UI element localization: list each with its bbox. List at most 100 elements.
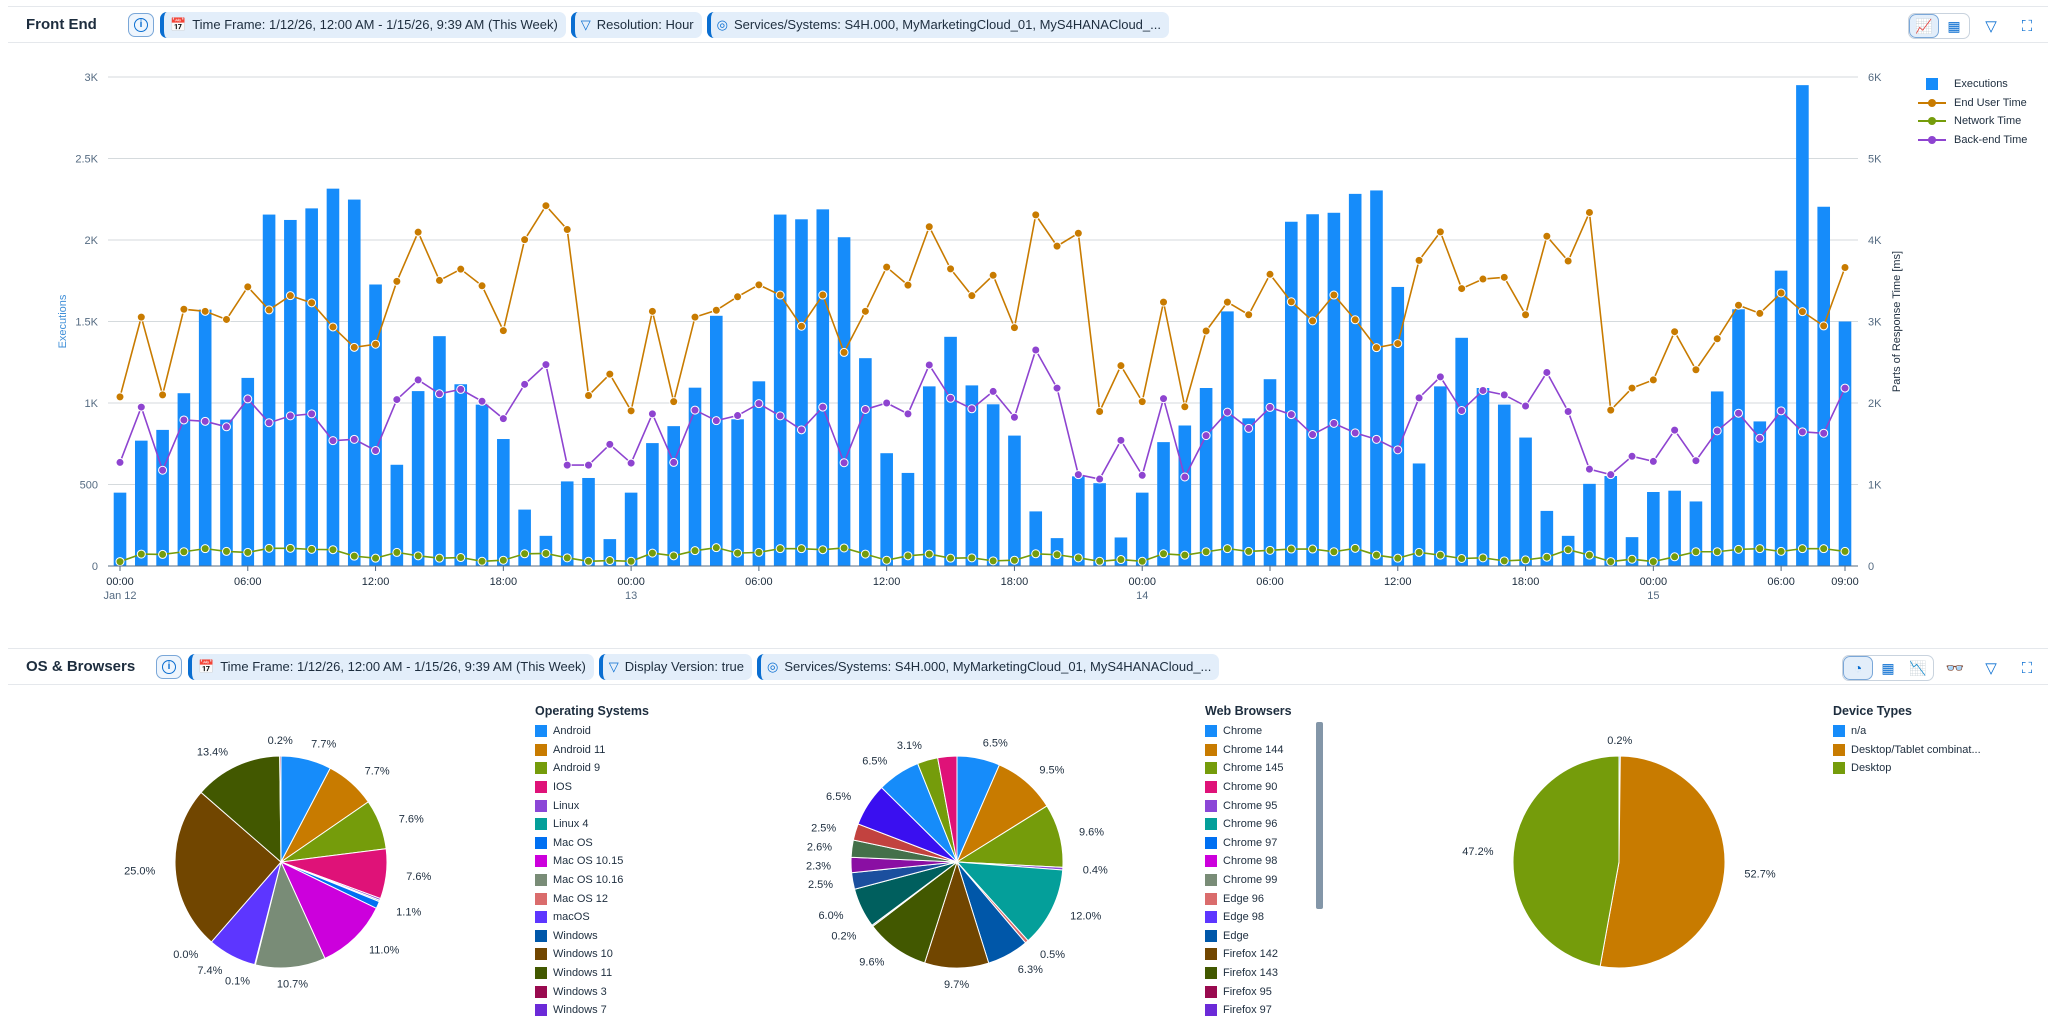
legend-item[interactable]: Back-end Time — [1918, 131, 2027, 150]
legend-item[interactable]: macOS — [535, 908, 649, 927]
pie-data-label: 7.6% — [399, 814, 424, 826]
legend-item[interactable]: Chrome 145 — [1205, 759, 1292, 778]
fullscreen-button[interactable]: ⛶ — [2012, 656, 2042, 680]
pie-data-label: 0.5% — [1040, 949, 1065, 961]
legend-item[interactable]: Desktop/Tablet combinat... — [1833, 741, 1981, 760]
point-end-user-time — [1797, 307, 1807, 317]
point-back-end-time — [1350, 428, 1360, 438]
legend-item[interactable]: Chrome 95 — [1205, 796, 1292, 815]
legend-title: Device Types — [1833, 704, 1912, 718]
point-network-time — [498, 555, 508, 565]
legend-item[interactable]: Windows — [535, 927, 649, 946]
filter-token-display-version[interactable]: ▽ Display Version: true — [598, 653, 753, 680]
legend-item[interactable]: Firefox 142 — [1205, 945, 1292, 964]
filter-token-timeframe[interactable]: 📅 Time Frame: 1/12/26, 12:00 AM - 1/15/26… — [188, 653, 594, 680]
legend-item[interactable]: Mac OS 12 — [535, 889, 649, 908]
legend-item[interactable]: Network Time — [1918, 112, 2027, 131]
y-tick-label: 500 — [80, 480, 98, 492]
legend-item[interactable]: Mac OS 10.16 — [535, 871, 649, 890]
legend-item[interactable]: Mac OS 10.15 — [535, 852, 649, 871]
legend-item[interactable]: Chrome 98 — [1205, 852, 1292, 871]
legend-item[interactable]: Linux — [535, 796, 649, 815]
filter-token-services[interactable]: ◎ Services/Systems: S4H.000, MyMarketingC… — [757, 653, 1220, 680]
legend-item[interactable]: Windows 7 — [535, 1001, 649, 1020]
point-end-user-time — [818, 290, 828, 300]
legend-item[interactable]: Android 11 — [535, 741, 649, 760]
pie-view-button[interactable]: ◔ — [1843, 656, 1873, 680]
legend-item[interactable]: Firefox 143 — [1205, 964, 1292, 983]
point-end-user-time — [1201, 326, 1211, 336]
glasses-button[interactable]: 👓 — [1940, 656, 1970, 680]
legend-item[interactable]: Android — [535, 722, 649, 741]
y-tick-label: 2K — [85, 235, 99, 247]
legend-label: Chrome 97 — [1223, 836, 1278, 849]
pie-slice — [937, 755, 958, 863]
point-back-end-time — [1265, 402, 1275, 412]
legend-label: End User Time — [1954, 96, 2027, 109]
legend-item[interactable]: Linux 4 — [535, 815, 649, 834]
legend-item[interactable]: Windows 3 — [535, 982, 649, 1001]
legend-item[interactable]: Chrome 99 — [1205, 871, 1292, 890]
legend-item[interactable]: n/a — [1833, 722, 1981, 741]
legend-item[interactable]: Firefox 97 — [1205, 1001, 1292, 1020]
point-network-time — [690, 546, 700, 556]
point-back-end-time — [1670, 425, 1680, 435]
legend-item[interactable]: Mac OS — [535, 834, 649, 853]
legend-scrollbar[interactable] — [1316, 722, 1323, 909]
legend-item[interactable]: Windows 11 — [535, 964, 649, 983]
legend-label: Desktop/Tablet combinat... — [1851, 743, 1981, 756]
legend-item[interactable]: Chrome 90 — [1205, 778, 1292, 797]
chart-view-button[interactable]: 📈 — [1909, 14, 1939, 38]
legend-item[interactable]: Edge — [1205, 927, 1292, 946]
info-button[interactable]: i — [128, 12, 154, 37]
pie-data-label: 6.3% — [1018, 964, 1043, 976]
bar-executions — [1072, 476, 1085, 566]
y2-tick-label: 5K — [1868, 154, 1882, 166]
legend-item[interactable]: Desktop — [1833, 759, 1981, 778]
legend-item[interactable]: Chrome 96 — [1205, 815, 1292, 834]
pie-data-label: 0.2% — [268, 735, 293, 747]
legend-item[interactable]: Chrome 144 — [1205, 741, 1292, 760]
legend-item[interactable]: Windows 10 — [535, 945, 649, 964]
point-back-end-time — [434, 389, 444, 399]
legend-item[interactable]: Edge 98 — [1205, 908, 1292, 927]
point-back-end-time — [733, 411, 743, 421]
filter-token-services[interactable]: ◎ Services/Systems: S4H.000, MyMarketingC… — [706, 11, 1169, 38]
info-button[interactable]: i — [156, 654, 182, 679]
point-back-end-time — [818, 402, 828, 412]
filter-button[interactable]: ▽ — [1976, 656, 2006, 680]
point-back-end-time — [179, 415, 189, 425]
bar-executions — [198, 309, 212, 566]
legend-item[interactable]: Firefox 95 — [1205, 982, 1292, 1001]
target-icon: ◎ — [716, 16, 728, 32]
point-network-time — [669, 551, 679, 561]
point-network-time — [605, 556, 615, 566]
point-back-end-time — [1031, 345, 1041, 355]
point-back-end-time — [1286, 410, 1296, 420]
pie-data-label: 6.5% — [862, 755, 887, 767]
legend-item[interactable]: Chrome 97 — [1205, 834, 1292, 853]
filter-token-timeframe[interactable]: 📅 Time Frame: 1/12/26, 12:00 AM - 1/15/26… — [160, 11, 566, 38]
legend-item[interactable]: Executions — [1918, 75, 2027, 94]
legend-item[interactable]: Android 9 — [535, 759, 649, 778]
point-network-time — [1201, 547, 1211, 557]
legend-item[interactable]: End User Time — [1918, 94, 2027, 113]
legend-item[interactable]: IOS — [535, 778, 649, 797]
bar-executions — [1476, 388, 1490, 566]
table-view-button[interactable]: ▦ — [1939, 14, 1969, 38]
filter-button[interactable]: ▽ — [1976, 14, 2006, 38]
legend-label: Mac OS — [553, 836, 593, 849]
point-network-time — [1265, 545, 1275, 555]
legend-swatch — [535, 929, 547, 942]
legend-marker — [1918, 134, 1946, 146]
table-view-button[interactable]: ▦ — [1873, 656, 1903, 680]
pie-data-label: 2.3% — [806, 860, 831, 872]
legend-item[interactable]: Edge 96 — [1205, 889, 1292, 908]
legend-label: Windows 11 — [553, 967, 613, 980]
line-view-button[interactable]: 📉 — [1903, 656, 1933, 680]
pie-data-label: 10.7% — [277, 978, 308, 990]
legend-item[interactable]: Chrome — [1205, 722, 1292, 741]
filter-token-resolution[interactable]: ▽ Resolution: Hour — [570, 11, 702, 38]
fullscreen-button[interactable]: ⛶ — [2012, 14, 2042, 38]
y-tick-label: 2.5K — [75, 154, 98, 166]
